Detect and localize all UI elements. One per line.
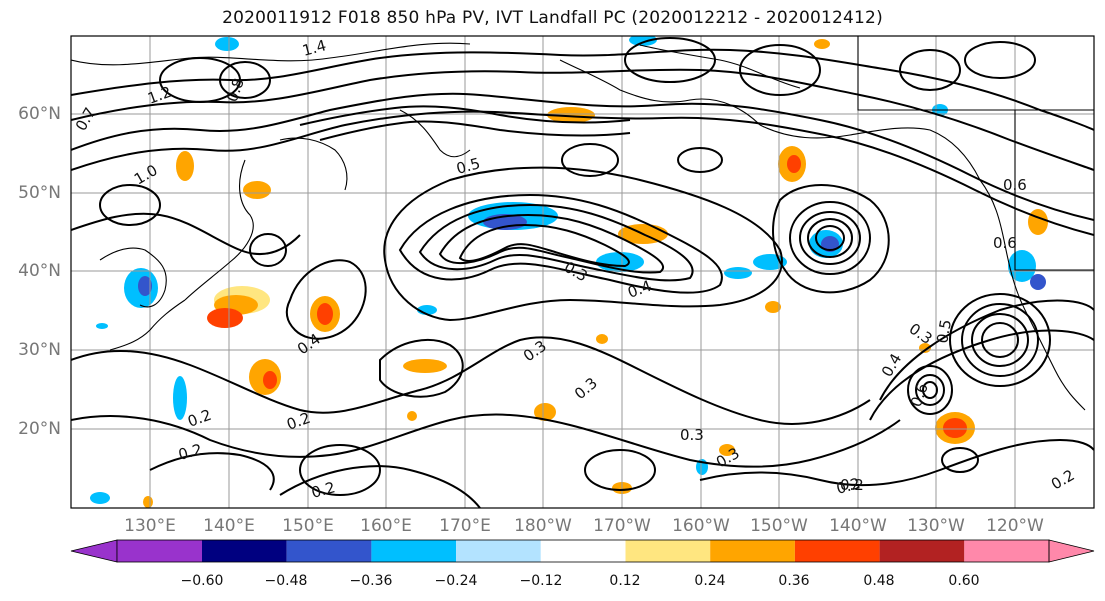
contour-label: 0.3 [680,426,704,444]
colorbar-segment [371,540,457,562]
map-frame [70,35,1095,509]
contour-label: 0.6 [993,234,1017,252]
contour-label: 0.2 [834,474,862,498]
colorbar [70,539,1095,563]
colorbar-segment [625,540,711,562]
colorbar-outline [116,539,1050,563]
lon-label-130w: 130°W [907,516,965,536]
colorbar-tick: −0.12 [519,573,563,589]
lon-label-170e: 170°E [439,516,491,536]
colorbar-tick: 0.24 [694,573,726,589]
colorbar-segment [456,540,541,562]
colorbar-tick: 0.12 [609,573,641,589]
colorbar-tick: −0.24 [434,573,478,589]
contour-label: 1.4 [300,36,328,60]
lat-label-30n: 30°N [18,340,61,360]
colorbar-tick: 0.48 [863,573,895,589]
lon-label-120w: 120°W [986,516,1044,536]
lon-label-170w: 170°W [593,516,651,536]
colorbar-segment [286,540,372,562]
colorbar-arrow-left [70,539,118,563]
lat-label-50n: 50°N [18,183,61,203]
colorbar-segment [202,540,287,562]
lat-label-60n: 60°N [18,104,61,124]
colorbar-segment [117,540,202,562]
coastlines [71,36,1094,411]
ivt-contours [71,37,1094,508]
colorbar-tick: −0.48 [264,573,308,589]
colorbar-arrow-right [1048,539,1095,563]
lon-label-150e: 150°E [282,516,334,536]
lon-label-150w: 150°W [750,516,808,536]
contour-label: 0.6 [1003,176,1027,194]
lat-label-40n: 40°N [18,261,61,281]
lon-label-160e: 160°E [360,516,412,536]
lon-label-160w: 160°W [672,516,730,536]
colorbar-segment [794,540,880,562]
contour-label: 0.5 [933,318,955,345]
colorbar-tick: −0.60 [180,573,224,589]
colorbar-segment [879,540,965,562]
colorbar-tick: 0.36 [778,573,810,589]
pv-shading [90,36,1048,508]
contour-label: 0.2 [176,440,204,464]
colorbar-segment [964,540,1049,562]
contour-label: 0.2 [840,476,864,494]
map-title: 2020011912 F018 850 hPa PV, IVT Landfall… [222,8,883,28]
contour-label: 0.5 [454,154,482,178]
lon-label-180w: 180°W [514,516,572,536]
colorbar-segment [540,540,626,562]
contour-label: 0.2 [309,478,337,502]
colorbar-tick: 0.60 [948,573,980,589]
lon-label-140e: 140°E [203,516,255,536]
colorbar-tick: −0.36 [349,573,393,589]
colorbar-segment [710,540,795,562]
lon-label-130e: 130°E [124,516,176,536]
lon-label-140w: 140°W [829,516,887,536]
lat-label-20n: 20°N [18,419,61,439]
